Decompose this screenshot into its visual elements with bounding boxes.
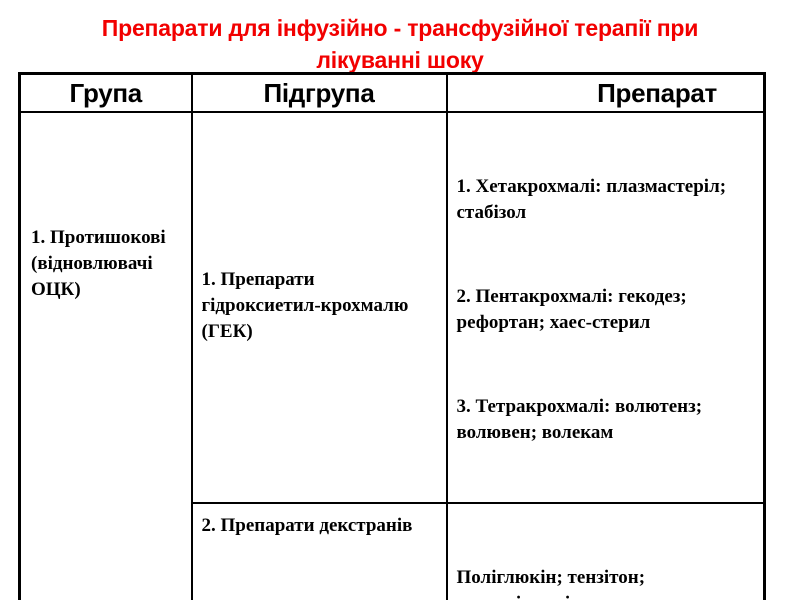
drugs-cell: 1. Хетакрохмалі: плазмастеріл; стабізол … bbox=[445, 111, 766, 504]
column-header-subgroup: Підгрупа bbox=[190, 72, 448, 113]
drug-item: 3. Тетракрохмалі: волютенз; волювен; вол… bbox=[456, 396, 703, 443]
drug-item: 1. Хетакрохмалі: плазмастеріл; стабізол bbox=[456, 176, 727, 223]
table-row: 2. Препарати декстранів Поліглюкін; тенз… bbox=[20, 502, 766, 600]
drugs-cell: Поліглюкін; тензітон; реополіглюкін bbox=[445, 502, 766, 600]
column-header-drug: Препарат bbox=[445, 72, 766, 113]
drug-item: Поліглюкін; тензітон; реополіглюкін bbox=[456, 567, 646, 600]
table-row: 1. Протишокові (відновлювачі ОЦК) 1. Пре… bbox=[18, 111, 766, 600]
subgroup-cell: 2. Препарати декстранів bbox=[190, 502, 448, 600]
column-header-group: Група bbox=[18, 72, 193, 113]
header-row: Група Підгрупа Препарат bbox=[18, 72, 766, 113]
drugs-table: Група Підгрупа Препарат 1. Протишокові (… bbox=[18, 72, 766, 600]
drug-item: 2. Пентакрохмалі: гекодез; рефортан; хае… bbox=[456, 286, 687, 333]
slide-title: Препарати для інфузійно - трансфузійної … bbox=[101, 15, 699, 73]
subgroup-cell: 1. Препарати гідроксиетил-крохмалю (ГЕК) bbox=[190, 111, 448, 504]
group-cell: 1. Протишокові (відновлювачі ОЦК) bbox=[18, 111, 193, 600]
